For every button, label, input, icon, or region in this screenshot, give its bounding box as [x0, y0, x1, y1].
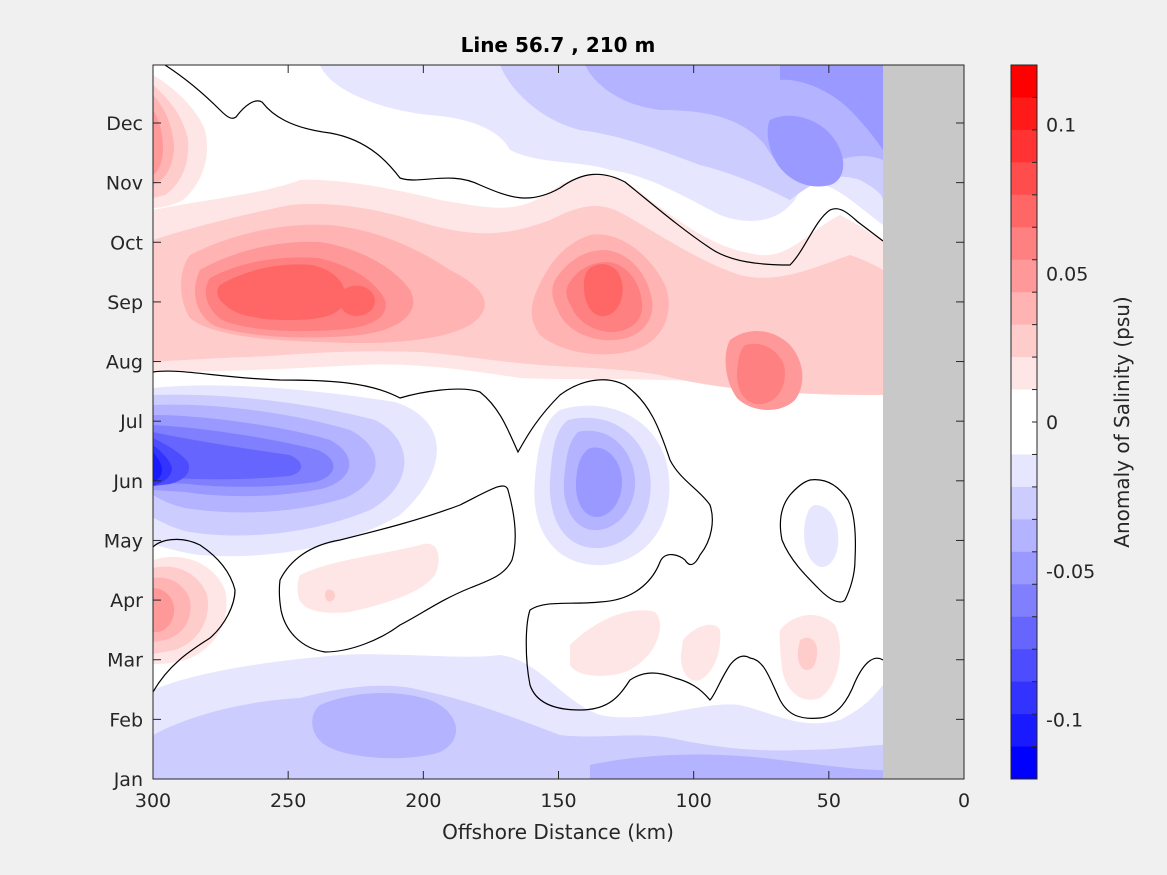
x-tick-label: 50 — [817, 790, 841, 812]
colorbar-segment — [1011, 292, 1037, 326]
y-tick-label: Apr — [110, 590, 143, 612]
y-tick-label: Jan — [113, 769, 143, 791]
y-tick-label: Mar — [107, 650, 143, 672]
colorbar-segment — [1011, 422, 1037, 455]
colorbar-tick-label: 0 — [1046, 412, 1058, 434]
colorbar-segment — [1011, 584, 1037, 618]
negative-anomaly-june-135km — [534, 405, 670, 566]
colorbar-tick-label: 0.05 — [1046, 263, 1088, 285]
y-tick-label: May — [104, 530, 143, 552]
colorbar-segment — [1011, 357, 1037, 391]
colorbar-segment — [1011, 97, 1037, 131]
no-data-region — [883, 65, 964, 779]
positive-anomaly-apr-west — [153, 556, 227, 664]
positive-anomaly-dec-west — [153, 75, 208, 208]
y-tick-label: Dec — [106, 113, 143, 135]
positive-anomaly-mar — [570, 610, 840, 700]
colorbar: 0.1 0.05 0 -0.05 -0.1 — [1010, 64, 1095, 780]
zero-contour-lines — [153, 65, 884, 720]
y-tick-label: Oct — [110, 232, 143, 254]
x-tick-label: 0 — [958, 790, 970, 812]
colorbar-tick-label: -0.05 — [1046, 561, 1095, 583]
axes: 300 250 200 150 100 50 0 Jan Feb Mar Apr May Jun Jul A… — [104, 64, 970, 812]
colorbar-segment — [1011, 162, 1037, 196]
x-tick-label: 300 — [135, 790, 171, 812]
x-tick-label: 150 — [540, 790, 576, 812]
colorbar-segment — [1011, 649, 1037, 683]
y-tick-label: Nov — [106, 173, 143, 195]
colorbar-segment — [1011, 714, 1037, 748]
colorbar-segment — [1011, 454, 1037, 488]
plot-area — [153, 65, 964, 779]
y-tick-label: Sep — [107, 292, 143, 314]
colorbar-segment — [1011, 324, 1037, 358]
colorbar-segment — [1011, 519, 1037, 553]
x-tick-label: 200 — [405, 790, 441, 812]
x-axis-label: Offshore Distance (km) — [442, 820, 674, 844]
colorbar-segment — [1011, 129, 1037, 163]
colorbar-segment — [1011, 65, 1037, 98]
colorbar-segment — [1011, 681, 1037, 715]
y-tick-label: Jul — [119, 411, 143, 433]
colorbar-segment — [1011, 746, 1037, 780]
y-tick-label: Jun — [112, 471, 143, 493]
colorbar-segment — [1011, 486, 1037, 520]
x-tick-label: 100 — [676, 790, 712, 812]
chart-title: Line 56.7 , 210 m — [461, 33, 656, 57]
colorbar-segment — [1011, 194, 1037, 228]
colorbar-tick-label: 0.1 — [1046, 115, 1076, 137]
y-tick-label: Feb — [109, 709, 143, 731]
colorbar-segment — [1011, 227, 1037, 261]
negative-anomaly-jan-feb — [153, 654, 883, 779]
colorbar-segment — [1011, 616, 1037, 650]
negative-anomaly-june-west — [153, 385, 437, 557]
positive-anomaly-apr-230km — [297, 543, 439, 613]
colorbar-segment — [1011, 259, 1037, 293]
negative-anomaly-may-50km — [804, 505, 839, 568]
colorbar-segment — [1011, 389, 1037, 423]
negative-anomaly-dec — [320, 65, 883, 225]
positive-anomaly-aug-oct — [153, 174, 883, 410]
colorbar-tick-label: -0.1 — [1046, 710, 1083, 732]
colorbar-segment — [1011, 551, 1037, 585]
x-tick-label: 250 — [270, 790, 306, 812]
colorbar-label: Anomaly of Salinity (psu) — [1110, 296, 1134, 547]
y-tick-label: Aug — [106, 352, 143, 374]
